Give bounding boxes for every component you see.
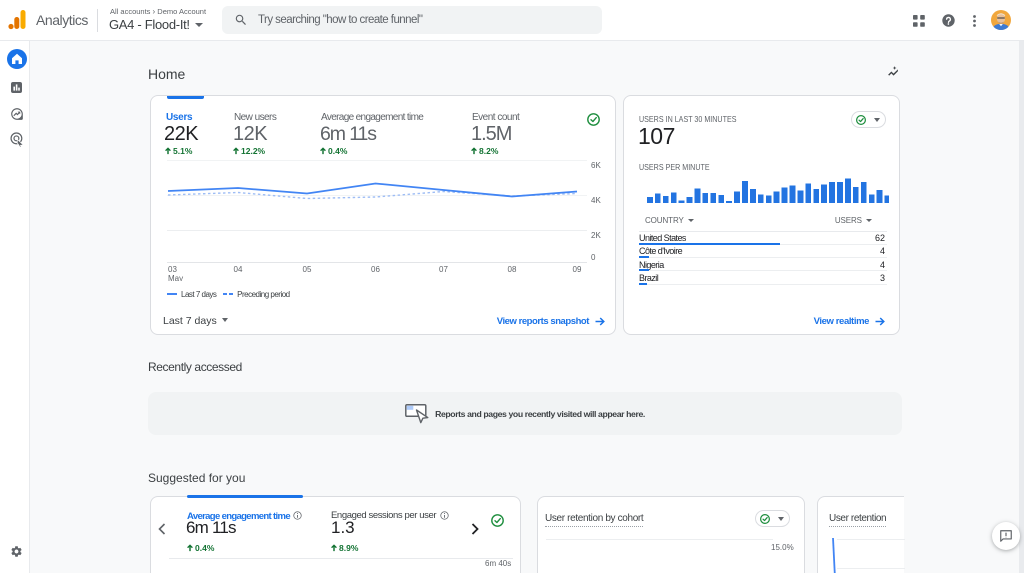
svg-text:2K: 2K — [591, 231, 601, 240]
svg-text:4K: 4K — [591, 196, 601, 205]
svg-text:04: 04 — [234, 265, 243, 274]
svg-text:May: May — [168, 274, 183, 281]
svg-text:6K: 6K — [591, 161, 601, 170]
svg-text:05: 05 — [303, 265, 312, 274]
svg-text:03: 03 — [168, 265, 177, 274]
svg-text:0: 0 — [591, 253, 596, 262]
svg-text:09: 09 — [573, 265, 582, 274]
svg-text:08: 08 — [508, 265, 517, 274]
svg-text:07: 07 — [439, 265, 448, 274]
svg-text:06: 06 — [371, 265, 380, 274]
